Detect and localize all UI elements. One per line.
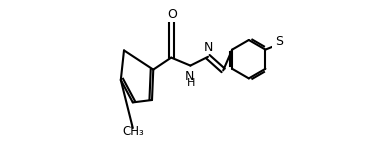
Text: N: N	[185, 69, 194, 83]
Text: CH₃: CH₃	[123, 125, 144, 138]
Text: S: S	[275, 35, 283, 48]
Text: O: O	[166, 7, 176, 20]
Text: O: O	[167, 8, 177, 21]
Text: N: N	[204, 41, 214, 54]
Text: H: H	[187, 78, 195, 88]
